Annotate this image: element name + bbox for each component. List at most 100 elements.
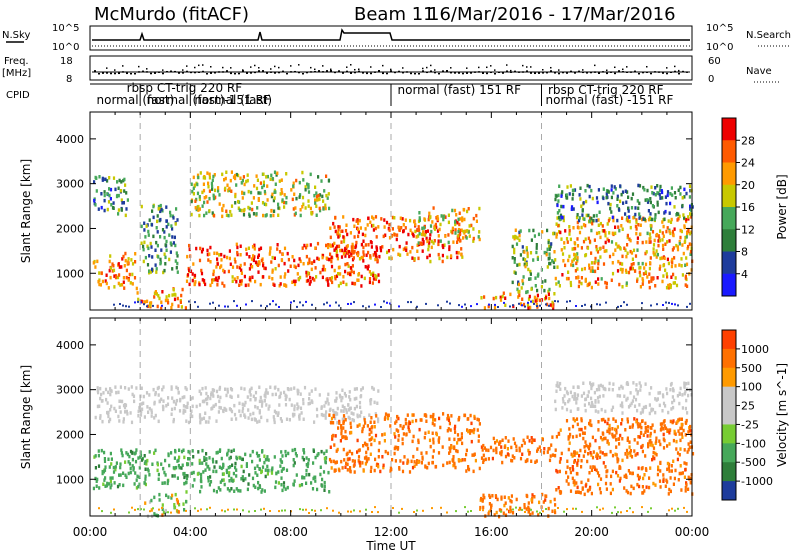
data-cell — [578, 218, 581, 223]
data-cell — [473, 416, 476, 420]
data-cell — [235, 474, 238, 478]
data-cell — [236, 252, 239, 257]
data-cell — [618, 386, 621, 391]
data-cell — [567, 482, 570, 486]
data-cell — [264, 474, 267, 479]
data-cell — [353, 459, 356, 463]
data-cell — [124, 403, 127, 407]
data-cell — [134, 508, 136, 511]
data-cell — [685, 483, 688, 487]
data-cell — [644, 198, 647, 202]
data-cell — [287, 269, 290, 273]
data-cell — [632, 486, 635, 491]
data-cell — [186, 401, 189, 406]
data-cell — [240, 208, 243, 213]
data-cell — [427, 247, 430, 252]
data-cell — [612, 252, 615, 257]
data-cell — [273, 455, 276, 459]
data-cell — [110, 462, 113, 466]
data-cell — [525, 507, 528, 511]
data-cell — [479, 508, 481, 511]
data-cell — [223, 254, 226, 259]
data-cell — [670, 469, 673, 473]
data-cell — [366, 223, 369, 227]
data-cell — [334, 275, 337, 279]
data-cell — [349, 421, 352, 426]
data-cell — [570, 263, 573, 267]
data-cell — [420, 461, 423, 465]
data-cell — [594, 438, 597, 443]
nave-point — [122, 65, 124, 67]
data-cell — [651, 457, 654, 462]
data-cell — [269, 385, 272, 389]
data-cell — [661, 422, 664, 426]
data-cell — [344, 418, 347, 422]
data-cell — [560, 192, 563, 197]
data-cell — [166, 481, 169, 486]
data-cell — [180, 293, 183, 298]
data-cell — [535, 246, 538, 250]
data-cell — [616, 269, 620, 273]
data-cell — [196, 191, 200, 196]
data-cell — [278, 306, 280, 308]
colorbar-swatch — [722, 184, 736, 208]
data-cell — [490, 503, 493, 508]
freq-point — [110, 72, 112, 75]
data-cell — [449, 428, 452, 432]
data-cell — [560, 204, 563, 209]
data-cell — [314, 475, 317, 479]
data-cell — [592, 450, 595, 454]
nave-point — [114, 69, 116, 71]
data-cell — [247, 283, 250, 287]
data-cell — [325, 456, 328, 460]
data-cell — [634, 453, 637, 457]
data-cell — [339, 272, 342, 276]
nave-point — [274, 65, 276, 68]
data-cell — [240, 477, 243, 481]
data-cell — [183, 508, 186, 512]
data-cell — [194, 301, 196, 304]
nave-point — [486, 66, 488, 69]
data-cell — [188, 300, 190, 303]
data-cell — [495, 450, 498, 455]
data-cell — [609, 206, 612, 211]
data-cell — [584, 408, 587, 413]
data-cell — [582, 381, 585, 385]
data-cell — [435, 432, 438, 437]
data-cell — [626, 455, 629, 459]
data-cell — [408, 470, 412, 474]
data-cell — [170, 224, 173, 228]
data-cell — [328, 490, 331, 494]
data-cell — [624, 268, 628, 273]
data-cell — [649, 197, 652, 201]
data-cell — [265, 403, 268, 407]
colorbar-tick-label: 25 — [741, 400, 755, 413]
colorbar-swatch — [722, 386, 736, 407]
data-cell — [609, 202, 612, 207]
data-cell — [562, 218, 565, 223]
data-cell — [634, 397, 638, 402]
data-cell — [111, 476, 114, 480]
data-cell — [525, 246, 528, 250]
data-cell — [679, 228, 682, 233]
data-cell — [541, 437, 544, 442]
data-cell — [632, 262, 635, 266]
data-cell — [422, 509, 424, 512]
data-cell — [543, 250, 546, 255]
data-cell — [571, 394, 574, 399]
data-cell — [256, 473, 259, 477]
data-cell — [106, 192, 109, 196]
data-cell — [325, 449, 328, 453]
nave-point — [298, 64, 300, 66]
data-cell — [374, 273, 377, 278]
data-cell — [185, 500, 188, 504]
data-cell — [369, 254, 372, 258]
data-cell — [574, 253, 578, 257]
data-cell — [283, 275, 286, 279]
data-cell — [269, 510, 271, 512]
data-cell — [164, 458, 167, 463]
data-cell — [425, 419, 428, 423]
freq-point — [278, 71, 280, 74]
data-cell — [203, 399, 206, 403]
data-cell — [284, 403, 288, 407]
